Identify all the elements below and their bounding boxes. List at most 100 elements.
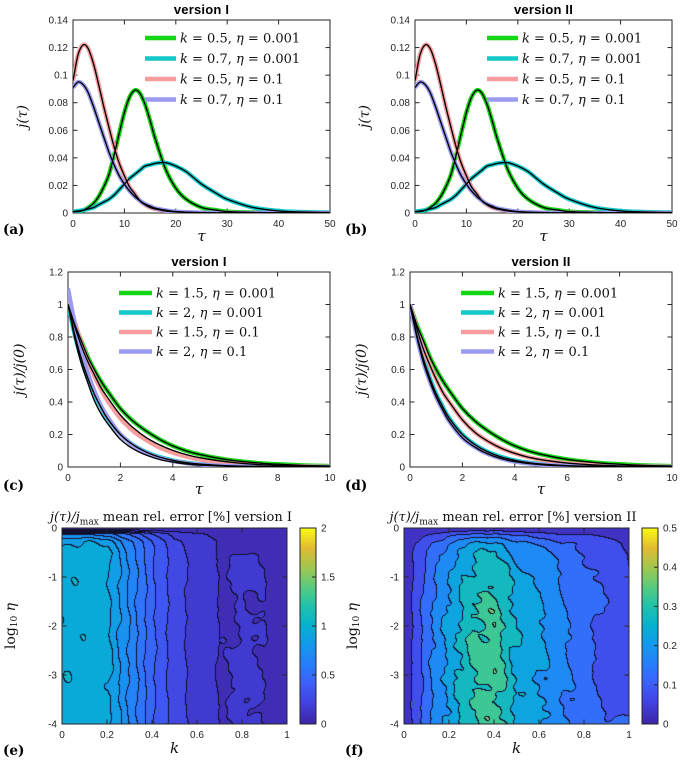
colorbar-tick-label: 0.5 [663,524,677,535]
legend-label: k = 0.7, η = 0.001 [180,52,300,67]
y-tick-label: 0 [399,463,405,474]
x-tick-label: 8 [275,473,281,484]
y-tick-label: 0 [404,209,410,220]
y-axis-label: log10 η [345,602,362,649]
panel-b-letter: (b) [345,222,368,238]
panel-a: version I 0 10 20 30 40 50 0 0.02 0.04 0.06 0.08 0.… [0,0,342,250]
x-axis-label: τ [537,480,546,498]
panel-e-title: j(τ)/jmax mean rel. error [%] version I [0,510,342,528]
curve-fit [410,304,672,467]
panel-e-title-math: j(τ)/j [50,510,80,525]
y-tick-label: -2 [390,622,399,633]
y-tick-label: 0.2 [49,430,63,441]
curves-group [410,303,672,467]
panel-e: j(τ)/jmax mean rel. error [%] version I … [0,505,342,764]
y-tick-label: -1 [390,573,399,584]
y-tick-label: 0.12 [49,43,69,54]
panel-f: j(τ)/jmax mean rel. error [%] version II… [342,505,684,764]
x-axis-label: τ [197,227,206,245]
colorbar-tick-label: 0.3 [663,602,677,613]
x-tick-label: 10 [324,473,336,484]
x-tick-label: 30 [564,219,576,230]
legend-label: k = 0.5, η = 0.001 [522,32,642,47]
curve-fit [73,89,330,213]
legend-label: k = 0.5, η = 0.1 [180,73,284,88]
x-tick-label: 8 [617,473,623,484]
y-tick-label: 0.4 [49,398,63,409]
contour-axes-e: 0 0.2 0.4 0.6 0.8 1 0 -1 -2 -3 -4 k log10 η 0 0.5 1 1.5 2 [3,524,335,758]
x-tick-label: 6 [222,473,228,484]
line-chart-c: 0 2 4 6 8 10 0 0.2 0.4 0.6 0.8 1 1.2 τ j(τ)/j(0) k = 1.… [12,268,336,499]
curves-group [73,42,330,213]
colorbar-tick-label: 2 [321,524,327,535]
x-tick-label: 0 [70,219,76,230]
line-chart-b: 0 10 20 30 40 50 0 0.02 0.04 0.06 0.08 0.1 0.12 0.14 τ… [357,16,678,246]
colorbar-frame [641,527,659,725]
colorbar-tick-label: 1 [321,622,327,633]
x-tick-label: 0.8 [235,730,249,741]
curve-fit [68,304,330,467]
legend-label: k = 2, η = 0.1 [498,345,589,360]
y-tick-label: 0 [57,463,63,474]
y-tick-label: 0.14 [391,16,411,27]
x-tick-label: 10 [666,473,678,484]
y-tick-label: -4 [390,720,399,731]
x-tick-label: 0.2 [442,730,456,741]
x-tick-label: 2 [118,473,124,484]
x-tick-label: 20 [512,219,524,230]
legend-label: k = 2, η = 0.001 [498,306,606,321]
x-tick-label: 2 [460,473,466,484]
y-tick-label: 1.2 [391,268,405,279]
y-tick-label: 0.08 [391,98,411,109]
panel-c: version I 0 2 4 6 8 10 0 0.2 0.4 0.6 0.8 1 1.2 τ j(τ)/… [0,250,342,505]
x-tick-label: 4 [170,473,176,484]
y-tick-label: -4 [48,720,57,731]
panel-f-title: j(τ)/jmax mean rel. error [%] version II [342,510,684,528]
colorbar-tick-label: 0 [663,720,669,731]
y-tick-label: 0.8 [49,333,63,344]
y-tick-label: 1 [57,300,63,311]
legend-label: k = 0.7, η = 0.1 [180,93,284,108]
x-tick-label: 30 [222,219,234,230]
panel-d-letter: (d) [345,478,368,494]
curve-fit [415,81,672,213]
y-axis-label: log10 η [3,602,20,649]
curve-fit [73,161,330,213]
panel-e-letter: (e) [3,743,25,759]
curve-green [415,87,672,213]
curves-group [68,287,330,467]
panel-a-title: version I [173,2,230,17]
curve-pink [415,42,672,213]
y-tick-label: 0.2 [391,430,405,441]
curve-fit [410,304,672,467]
colorbar-tick-label: 0.1 [663,680,677,691]
contour-heatmap-e [62,528,287,724]
y-tick-label: 0 [62,209,68,220]
y-tick-label: 0.6 [49,365,63,376]
y-tick-label: 0.06 [391,126,411,137]
colorbar-tick-label: 0.4 [663,563,677,574]
x-tick-label: 40 [615,219,627,230]
y-tick-label: -3 [48,671,57,682]
x-tick-label: 1 [626,730,632,741]
x-tick-label: 0.4 [145,730,159,741]
x-tick-label: 0.6 [532,730,546,741]
legend-label: k = 0.7, η = 0.1 [522,93,626,108]
x-axis-label: τ [195,480,204,498]
panel-e-title-sub: max [79,517,99,528]
y-tick-label: -3 [390,671,399,682]
y-tick-label: 0.8 [391,333,405,344]
panel-c-title: version I [171,254,227,269]
contour-axes-f: 0 0.2 0.4 0.6 0.8 1 0 -1 -2 -3 -4 k log10 η 0 0.1 0.2 0.… [345,524,677,758]
curve-fit [415,89,672,213]
legend-label: k = 2, η = 0.1 [156,345,247,360]
axis-box [403,527,630,725]
legend-label: k = 1.5, η = 0.1 [498,326,602,341]
y-axis-label: j(τ) [357,105,373,131]
y-tick-label: 0.02 [391,181,411,192]
y-tick-label: 0.02 [49,181,69,192]
panel-b-title: version II [513,2,574,17]
y-axis-label: j(τ)/j(0) [12,344,28,399]
y-axis-label: j(τ) [15,105,31,131]
